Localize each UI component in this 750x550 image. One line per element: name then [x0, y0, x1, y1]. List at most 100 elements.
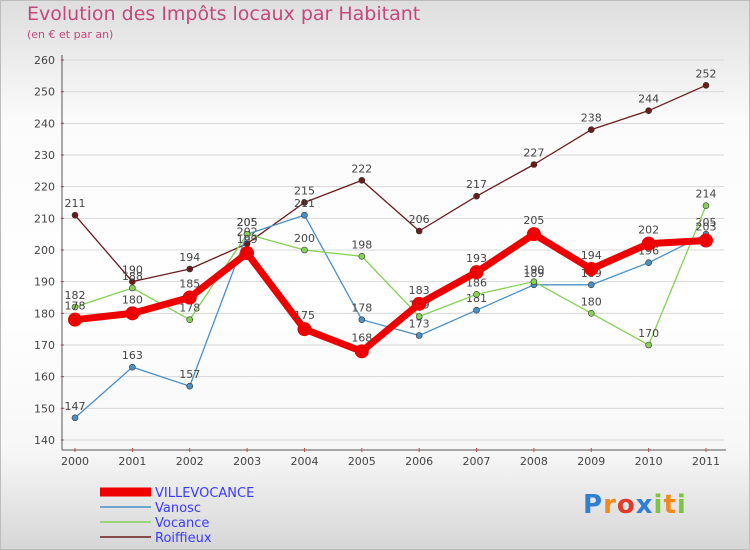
- data-label-roiffieux: 194: [179, 251, 200, 264]
- data-label-vocance: 198: [351, 238, 372, 251]
- y-tick-label: 210: [34, 212, 55, 225]
- y-tick-label: 220: [34, 181, 55, 194]
- point-villevocance: [412, 296, 427, 311]
- data-label-villevocance: 178: [65, 300, 86, 313]
- point-villevocance: [240, 246, 255, 261]
- point-vocance: [129, 284, 136, 292]
- data-label-vanosc: 189: [523, 267, 544, 280]
- point-villevocance: [699, 233, 713, 248]
- data-label-villevocance: 180: [122, 293, 143, 306]
- data-label-vocance: 170: [638, 327, 659, 340]
- point-vanosc: [186, 382, 194, 390]
- point-vocance: [71, 303, 79, 311]
- data-label-vanosc: 211: [294, 197, 315, 210]
- data-label-vocance: 200: [294, 232, 315, 245]
- data-label-vocance: 188: [122, 270, 143, 283]
- chart-subtitle: (en € et par an): [27, 28, 114, 41]
- point-vocance: [358, 253, 366, 260]
- point-vocance: [702, 202, 710, 209]
- logo-letter: r: [603, 490, 617, 520]
- data-label-vanosc: 205: [237, 216, 258, 229]
- point-vocance: [243, 230, 251, 238]
- point-vanosc: [415, 332, 423, 339]
- point-vocance: [645, 341, 652, 349]
- data-label-roiffieux: 215: [294, 185, 315, 198]
- point-vanosc: [358, 316, 366, 323]
- logo-letter: i: [676, 490, 687, 520]
- x-tick-label: 2000: [61, 455, 89, 468]
- data-label-villevocance: 175: [294, 309, 315, 322]
- chart-title: Evolution des Impôts locaux par Habitant: [27, 3, 421, 25]
- x-tick-label: 2011: [692, 455, 720, 468]
- series-line-vanosc: [74, 214, 707, 419]
- point-villevocance: [182, 290, 197, 305]
- x-tick-label: 2004: [290, 455, 318, 468]
- x-tick-label: 2002: [176, 455, 204, 468]
- data-label-roiffieux: 244: [638, 93, 659, 106]
- data-label-villevocance: 193: [466, 252, 487, 265]
- x-tick-label: 2001: [118, 455, 146, 468]
- y-tick-label: 260: [34, 54, 55, 67]
- y-tick-label: 250: [34, 86, 55, 99]
- point-villevocance: [68, 312, 82, 327]
- point-villevocance: [584, 262, 599, 276]
- point-roiffieux: [301, 199, 308, 206]
- series-line-vocance: [74, 205, 707, 346]
- point-vanosc: [301, 211, 308, 219]
- legend-label-vanosc: Vanosc: [155, 501, 201, 516]
- data-label-vocance: 190: [523, 264, 544, 277]
- data-label-vanosc: 178: [351, 302, 372, 315]
- x-tick-label: 2007: [463, 455, 491, 468]
- point-roiffieux: [702, 82, 710, 89]
- data-label-vocance: 186: [466, 276, 487, 289]
- data-label-villevocance: 202: [638, 224, 659, 237]
- data-label-roiffieux: 190: [122, 264, 143, 277]
- y-tick-label: 230: [34, 149, 55, 162]
- point-vanosc: [473, 306, 480, 314]
- point-villevocance: [469, 265, 484, 280]
- point-roiffieux: [587, 126, 595, 133]
- data-label-vocance: 205: [237, 216, 258, 229]
- point-roiffieux: [186, 265, 194, 273]
- point-vanosc: [587, 281, 595, 289]
- data-label-roiffieux: 238: [581, 112, 602, 125]
- logo-letter: t: [663, 490, 677, 520]
- point-roiffieux: [71, 211, 79, 219]
- y-tick-label: 180: [34, 307, 55, 320]
- legend-label-vocance: Vocance: [155, 516, 209, 531]
- x-tick-label: 2009: [577, 455, 605, 468]
- y-tick-label: 200: [34, 244, 55, 257]
- data-label-vocance: 214: [696, 188, 717, 201]
- data-label-roiffieux: 252: [696, 67, 717, 80]
- data-label-villevocance: 168: [351, 331, 372, 344]
- y-tick-label: 140: [34, 434, 55, 447]
- x-tick-label: 2006: [405, 455, 433, 468]
- point-vocance: [473, 291, 480, 298]
- data-label-vanosc: 173: [409, 318, 430, 331]
- x-tick-label: 2003: [233, 455, 261, 468]
- proxiti-logo: Proxiti: [583, 490, 687, 520]
- data-label-villevocance: 205: [523, 214, 544, 227]
- point-vocance: [186, 316, 194, 323]
- point-roiffieux: [129, 278, 136, 285]
- data-label-roiffieux: 227: [523, 147, 544, 160]
- y-tick-label: 150: [34, 402, 55, 415]
- point-vocance: [587, 310, 595, 317]
- logo-letter: P: [583, 490, 604, 520]
- data-label-villevocance: 199: [237, 233, 258, 246]
- point-villevocance: [641, 236, 656, 251]
- data-label-roiffieux: 211: [65, 197, 86, 210]
- data-label-vanosc: 163: [122, 349, 143, 362]
- y-tick-label: 170: [34, 339, 55, 352]
- data-label-villevocance: 203: [696, 221, 717, 234]
- point-roiffieux: [530, 161, 538, 168]
- legend-label-villevocance: VILLEVOCANCE: [155, 486, 254, 501]
- series-line-roiffieux: [74, 84, 707, 283]
- data-label-vanosc: 181: [466, 292, 487, 305]
- data-label-vocance: 182: [65, 289, 86, 302]
- point-villevocance: [297, 322, 312, 337]
- x-tick-label: 2005: [348, 455, 376, 468]
- y-tick-label: 190: [34, 276, 55, 289]
- point-vocance: [301, 246, 308, 254]
